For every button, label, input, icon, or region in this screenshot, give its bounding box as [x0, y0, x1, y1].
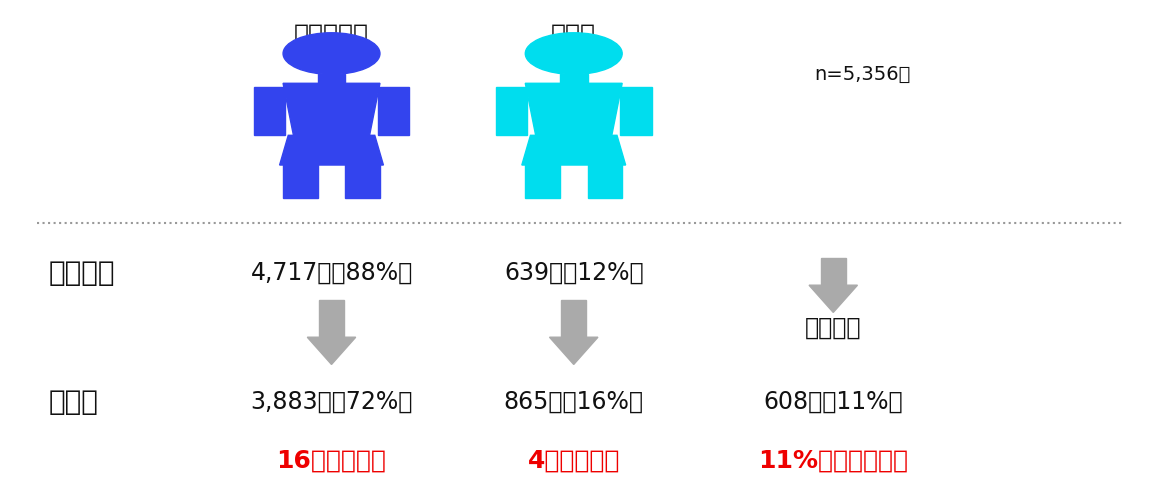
FancyBboxPatch shape — [496, 87, 527, 135]
FancyBboxPatch shape — [283, 163, 318, 198]
Text: 865人（16%）: 865人（16%） — [504, 390, 643, 414]
Text: 3,883人（72%）: 3,883人（72%） — [250, 390, 413, 414]
Circle shape — [525, 33, 622, 74]
Polygon shape — [549, 337, 598, 364]
FancyBboxPatch shape — [620, 87, 651, 135]
FancyBboxPatch shape — [378, 87, 409, 135]
FancyBboxPatch shape — [588, 163, 622, 198]
Text: 4ポイント増: 4ポイント増 — [527, 449, 620, 473]
FancyBboxPatch shape — [345, 163, 380, 198]
FancyBboxPatch shape — [318, 74, 345, 83]
Text: 608人（11%）: 608人（11%） — [764, 390, 903, 414]
Bar — [319, 300, 344, 337]
Text: パート: パート — [552, 23, 596, 47]
Text: n=5,356人: n=5,356人 — [814, 65, 910, 84]
Text: フルタイム: フルタイム — [294, 23, 369, 47]
Text: 宣言後: 宣言後 — [49, 388, 99, 416]
FancyBboxPatch shape — [525, 163, 560, 198]
Text: コロナ前: コロナ前 — [49, 259, 116, 287]
Text: 639人（12%）: 639人（12%） — [504, 261, 643, 285]
Polygon shape — [525, 83, 622, 135]
FancyBboxPatch shape — [254, 87, 285, 135]
Text: 仕事なし: 仕事なし — [806, 315, 861, 339]
Bar — [561, 300, 586, 337]
Polygon shape — [307, 337, 356, 364]
Polygon shape — [279, 135, 384, 165]
FancyBboxPatch shape — [560, 74, 588, 83]
Bar — [821, 258, 846, 285]
Text: 4,717人（88%）: 4,717人（88%） — [250, 261, 413, 285]
Circle shape — [283, 33, 380, 74]
Text: 11%が仕事なしに: 11%が仕事なしに — [758, 449, 909, 473]
Polygon shape — [283, 83, 380, 135]
Polygon shape — [809, 285, 858, 313]
Text: 16ポイント減: 16ポイント減 — [277, 449, 386, 473]
Polygon shape — [522, 135, 626, 165]
